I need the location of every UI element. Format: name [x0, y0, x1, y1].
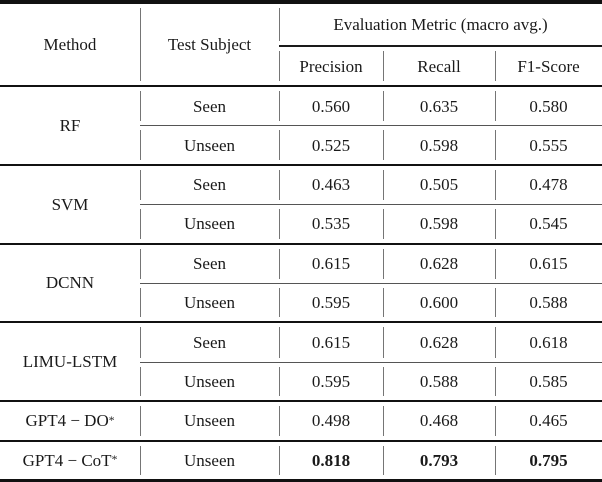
cell-f1: 0.465	[495, 402, 602, 439]
method-group-gpt4-cot: GPT4 − CoT * Unseen 0.818 0.793 0.795	[0, 442, 602, 479]
cell-test-subject: Unseen	[140, 402, 279, 439]
cell-f1: 0.580	[495, 87, 602, 125]
cell-precision: 0.615	[279, 245, 383, 283]
cell-precision: 0.615	[279, 323, 383, 361]
cell-recall: 0.598	[383, 125, 495, 163]
cell-recall: 0.588	[383, 361, 495, 400]
cell-recall: 0.468	[383, 402, 495, 439]
cell-test-subject: Unseen	[140, 204, 279, 242]
header-f1-score: F1-Score	[495, 47, 602, 85]
method-group-rf: RF Seen 0.560 0.635 0.580 Unseen 0.525 0…	[0, 87, 602, 166]
cell-f1: 0.545	[495, 204, 602, 242]
cell-test-subject: Unseen	[140, 361, 279, 400]
method-label: RF	[59, 115, 81, 135]
method-label: GPT4 − DO	[25, 411, 109, 431]
method-group-svm: SVM Seen 0.463 0.505 0.478 Unseen 0.535 …	[0, 166, 602, 245]
cell-f1: 0.478	[495, 166, 602, 204]
header-eval-metric: Evaluation Metric (macro avg.)	[279, 4, 602, 47]
method-label: SVM	[51, 194, 89, 214]
table-body: RF Seen 0.560 0.635 0.580 Unseen 0.525 0…	[0, 87, 602, 479]
cell-test-subject: Seen	[140, 87, 279, 125]
cell-recall: 0.628	[383, 323, 495, 361]
header-test-subject: Test Subject	[140, 4, 279, 85]
method-group-dcnn: DCNN Seen 0.615 0.628 0.615 Unseen 0.595…	[0, 245, 602, 324]
cell-precision: 0.525	[279, 125, 383, 163]
cell-recall: 0.505	[383, 166, 495, 204]
cell-f1: 0.585	[495, 361, 602, 400]
cell-method: DCNN	[0, 245, 140, 322]
cell-precision: 0.818	[279, 442, 383, 479]
cell-f1: 0.618	[495, 323, 602, 361]
method-group-limu-lstm: LIMU-LSTM Seen 0.615 0.628 0.618 Unseen …	[0, 323, 602, 403]
cell-recall: 0.793	[383, 442, 495, 479]
cell-f1: 0.795	[495, 442, 602, 479]
method-label: GPT4 − CoT	[22, 450, 112, 470]
header-method: Method	[43, 35, 97, 54]
method-label: DCNN	[45, 273, 95, 293]
cell-precision: 0.595	[279, 282, 383, 321]
method-label: LIMU-LSTM	[22, 352, 118, 372]
method-group-gpt4-do: GPT4 − DO * Unseen 0.498 0.468 0.465	[0, 402, 602, 442]
cell-precision: 0.463	[279, 166, 383, 204]
cell-method: GPT4 − DO *	[25, 411, 115, 431]
cell-method: RF	[0, 87, 140, 164]
cell-recall: 0.628	[383, 245, 495, 283]
cell-method: LIMU-LSTM	[0, 323, 140, 400]
cell-test-subject: Seen	[140, 245, 279, 283]
cell-test-subject: Unseen	[140, 282, 279, 321]
cell-precision: 0.595	[279, 361, 383, 400]
cell-test-subject: Unseen	[140, 125, 279, 163]
cell-method: GPT4 − CoT *	[22, 450, 118, 470]
cell-test-subject: Seen	[140, 323, 279, 361]
cell-test-subject: Seen	[140, 166, 279, 204]
cell-precision: 0.498	[279, 402, 383, 439]
cell-recall: 0.598	[383, 204, 495, 242]
cell-precision: 0.560	[279, 87, 383, 125]
cell-f1: 0.588	[495, 282, 602, 321]
cell-recall: 0.635	[383, 87, 495, 125]
table-header: Method Test Subject Evaluation Metric (m…	[0, 4, 602, 87]
cell-f1: 0.555	[495, 125, 602, 163]
header-recall: Recall	[383, 47, 495, 85]
cell-recall: 0.600	[383, 282, 495, 321]
header-precision: Precision	[279, 47, 383, 85]
cell-method: SVM	[0, 166, 140, 243]
cell-precision: 0.535	[279, 204, 383, 242]
cell-test-subject: Unseen	[140, 442, 279, 479]
cell-f1: 0.615	[495, 245, 602, 283]
